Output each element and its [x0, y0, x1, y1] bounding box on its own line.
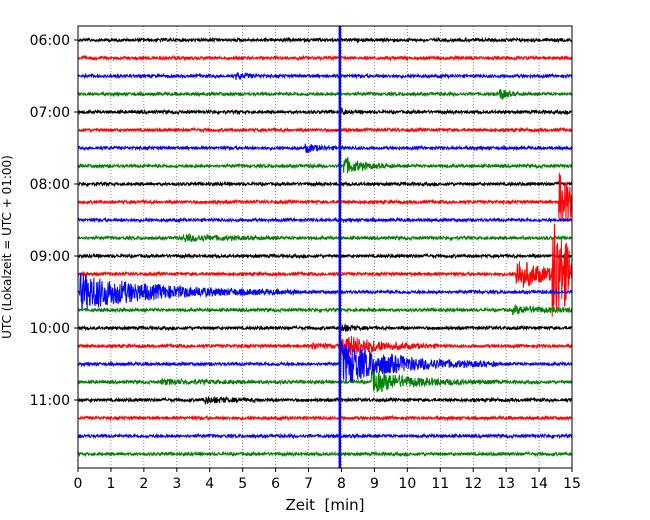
- trace-1130: [78, 432, 572, 440]
- x-tick-label: 1: [106, 476, 115, 492]
- trace-0645: [78, 89, 572, 101]
- trace-0715: [78, 126, 572, 134]
- trace-1000: [78, 322, 572, 333]
- trace-1100: [78, 395, 572, 405]
- x-tick-label: 8: [337, 476, 346, 492]
- trace-0915: [78, 223, 572, 317]
- y-axis: 06:00 07:00 08:00 09:00 10:00 11:00: [30, 33, 78, 409]
- trace-0900: [78, 252, 572, 260]
- x-tick-label: 13: [497, 476, 515, 492]
- x-axis-label: Zeit [min]: [285, 496, 364, 514]
- seismic-traces: [78, 26, 572, 468]
- trace-0815: [78, 172, 572, 222]
- x-tick-label: 15: [563, 476, 581, 492]
- trace-0730: [78, 143, 572, 154]
- x-tick-label: 7: [304, 476, 313, 492]
- trace-0945: [78, 303, 572, 316]
- plot-frame: [77, 25, 573, 469]
- trace-0930: [78, 272, 572, 310]
- x-tick-label: 6: [271, 476, 280, 492]
- x-axis: 0 1 2 3 4 5 6 7 8 9 10 11 12 13 14 15: [74, 468, 581, 492]
- y-tick-label: 08:00: [30, 177, 70, 193]
- x-tick-label: 11: [431, 476, 449, 492]
- y-tick-label: 09:00: [30, 249, 70, 265]
- y-tick-label: 06:00: [30, 33, 70, 49]
- x-tick-label: 3: [172, 476, 181, 492]
- x-tick-label: 14: [530, 476, 548, 492]
- trace-0700: [78, 107, 572, 116]
- y-tick-label: 11:00: [30, 393, 70, 409]
- trace-0830: [78, 216, 572, 224]
- trace-1030: [78, 341, 572, 384]
- x-tick-label: 4: [205, 476, 214, 492]
- trace-1115: [78, 414, 572, 422]
- trace-1015: [78, 335, 572, 357]
- trace-0800: [78, 180, 572, 188]
- y-tick-label: 07:00: [30, 105, 70, 121]
- x-tick-label: 12: [464, 476, 482, 492]
- y-axis-label: UTC (Lokalzeit = UTC + 01:00): [0, 155, 14, 339]
- x-tick-label: 5: [238, 476, 247, 492]
- x-tick-label: 0: [74, 476, 83, 492]
- y-tick-label: 10:00: [30, 321, 70, 337]
- trace-1045: [78, 369, 572, 393]
- trace-0600: [78, 36, 572, 44]
- trace-0845: [78, 232, 572, 243]
- trace-1145: [78, 450, 572, 458]
- x-tick-label: 10: [398, 476, 416, 492]
- trace-0745: [78, 157, 572, 174]
- x-tick-label: 2: [139, 476, 148, 492]
- x-tick-label: 9: [370, 476, 379, 492]
- trace-0615: [78, 54, 572, 62]
- trace-0630: [78, 71, 572, 81]
